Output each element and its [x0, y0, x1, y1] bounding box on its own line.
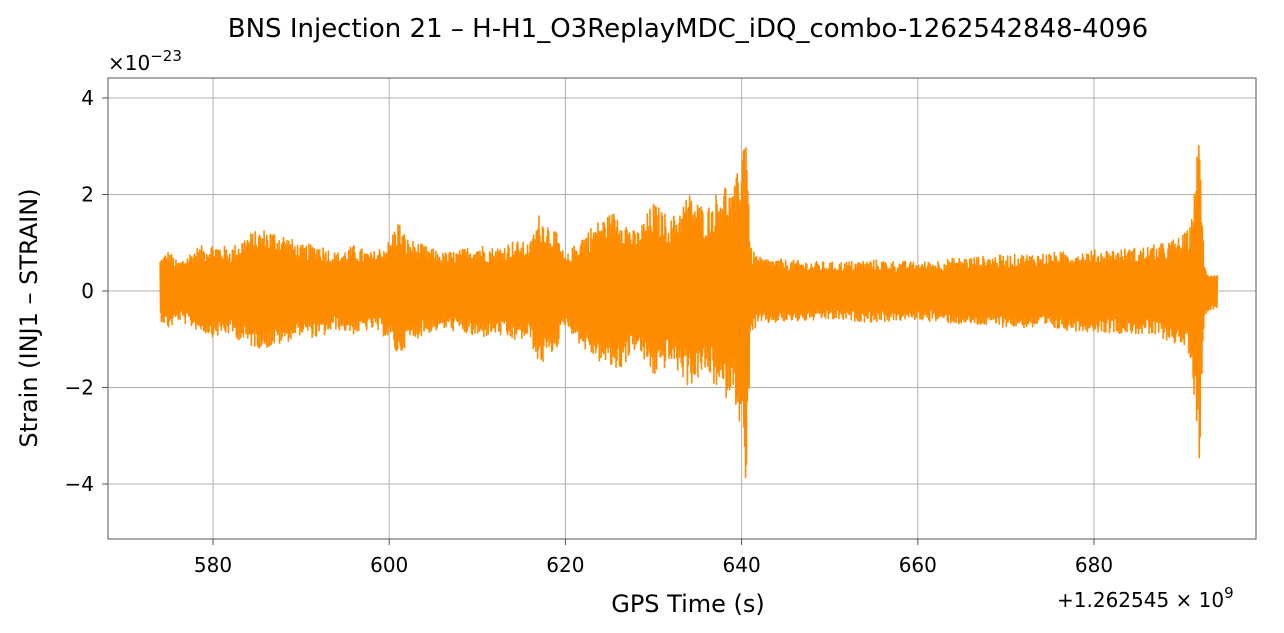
x-tick-label: 640 — [723, 553, 761, 577]
x-axis-ticks: 580 600 620 640 660 680 — [194, 539, 1113, 577]
series-layer — [159, 144, 1219, 479]
x-tick-label: 580 — [194, 553, 232, 577]
y-tick-label: −4 — [65, 472, 94, 496]
x-tick-label: 660 — [899, 553, 937, 577]
x-offset-label: +1.262545 × 109 — [1057, 584, 1234, 612]
chart-title: BNS Injection 21 – H-H1_O3ReplayMDC_iDQ_… — [228, 14, 1148, 44]
y-tick-label: −2 — [65, 376, 94, 400]
x-tick-label: 600 — [370, 553, 408, 577]
y-tick-label: 4 — [81, 86, 94, 110]
x-tick-label: 680 — [1075, 553, 1113, 577]
y-scale-base: ×10 — [108, 51, 150, 75]
x-offset-base: +1.262545 × 10 — [1057, 588, 1224, 612]
y-tick-label: 2 — [81, 183, 94, 207]
x-offset-exponent: 9 — [1224, 584, 1234, 602]
x-axis-label: GPS Time (s) — [611, 590, 765, 618]
y-axis-ticks: −4 −2 0 2 4 — [65, 86, 108, 496]
x-tick-label: 620 — [546, 553, 584, 577]
y-scale-exponent: −23 — [150, 47, 182, 65]
y-scale-label: ×10−23 — [108, 47, 182, 75]
y-tick-label: 0 — [81, 279, 94, 303]
strain-series-line — [159, 144, 1219, 479]
plot-frame — [107, 77, 1257, 540]
y-axis-label: Strain (INJ1 – STRAIN) — [15, 188, 43, 447]
